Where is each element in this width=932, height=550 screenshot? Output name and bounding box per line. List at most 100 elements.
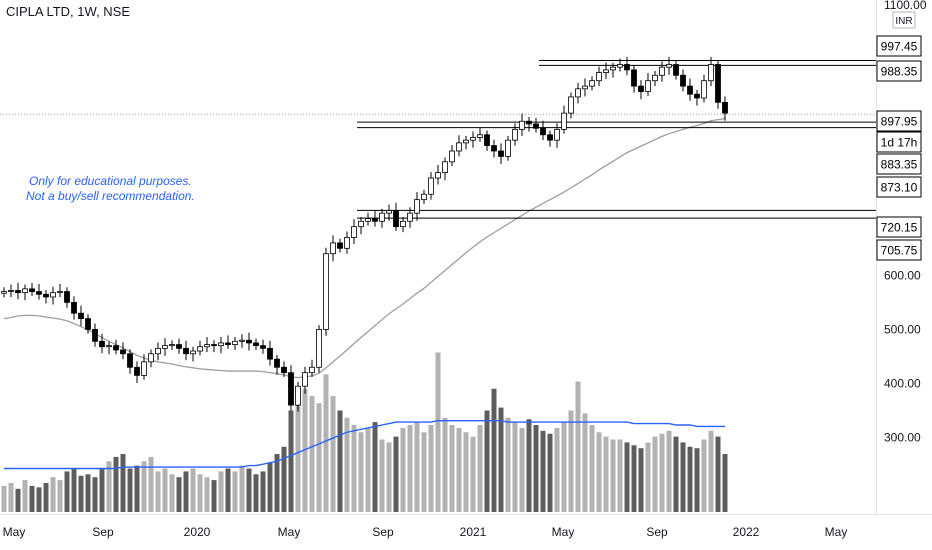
volume-bar <box>673 436 679 512</box>
candle-body <box>225 342 231 345</box>
candle-body <box>113 345 119 351</box>
y-tick-label: 500.00 <box>884 322 921 336</box>
volume-bar <box>547 433 553 512</box>
candle-body <box>169 344 175 347</box>
candle-body <box>645 80 651 92</box>
volume-bar <box>57 480 63 512</box>
volume-bar <box>708 430 714 512</box>
price-label: 883.35 <box>881 158 918 172</box>
candle-body <box>421 193 427 201</box>
candle-body <box>498 150 504 157</box>
volume-bar <box>575 381 581 512</box>
candle-body <box>526 120 532 125</box>
candle-body <box>8 290 14 292</box>
volume-bar <box>64 471 70 512</box>
volume-bar <box>176 477 182 512</box>
volume-bar <box>505 417 511 512</box>
price-label-box <box>876 110 922 132</box>
disclaimer-line-2: Not a buy/sell recommendation. <box>26 189 195 203</box>
volume-bar <box>407 425 413 512</box>
candle-body <box>358 220 364 228</box>
disclaimer-line-1: Only for educational purposes. <box>28 174 192 188</box>
candle-body <box>449 150 455 163</box>
volume-bar <box>624 442 630 512</box>
candle-body <box>64 291 70 303</box>
level-lines <box>0 59 876 219</box>
volume-bar <box>645 442 651 512</box>
volume-bar <box>659 433 665 512</box>
volume-bar <box>71 468 77 512</box>
x-tick-label: 2021 <box>460 525 487 539</box>
volume-bar <box>1 485 7 512</box>
candle-body <box>512 128 518 141</box>
candle-body <box>337 242 343 249</box>
candle-body <box>295 385 301 406</box>
moving-average-pane <box>3 117 726 379</box>
volume-bar <box>351 425 357 512</box>
candle-body <box>260 345 266 349</box>
volume-bar <box>470 436 476 512</box>
candle-body <box>197 346 203 352</box>
volume-bar <box>463 432 469 512</box>
candle-body <box>575 88 581 98</box>
candle-body <box>533 123 539 129</box>
candle-body <box>232 340 238 345</box>
candle-body <box>666 64 672 68</box>
candle-body <box>568 96 574 114</box>
volume-bar <box>253 474 259 512</box>
volume-bar <box>680 442 686 512</box>
candle-body <box>435 172 441 179</box>
candle-body <box>218 342 224 347</box>
price-label: 720.15 <box>881 221 918 235</box>
volume-bar <box>15 488 21 512</box>
volume-bar <box>701 439 707 512</box>
candle-body <box>43 293 49 298</box>
candle-body <box>1 291 7 294</box>
candle-body <box>302 372 308 387</box>
volume-bar <box>113 456 119 512</box>
candle-body <box>547 134 553 141</box>
volume-bar <box>379 439 385 512</box>
candle-body <box>92 329 98 342</box>
volume-bar <box>554 427 560 512</box>
volume-bar <box>337 410 343 512</box>
volume-bar <box>134 465 140 512</box>
candle-body <box>50 292 56 298</box>
volume-bar <box>456 427 462 512</box>
price-label: 705.75 <box>881 244 918 258</box>
candle-body <box>540 127 546 136</box>
volume-bar <box>323 374 329 512</box>
candle-body <box>15 290 21 294</box>
volume-bar <box>421 432 427 512</box>
x-tick-label: May <box>825 525 848 539</box>
candle-body <box>561 112 567 130</box>
candle-body <box>148 353 154 363</box>
volume-pane <box>1 352 728 512</box>
volume-bar <box>638 448 644 512</box>
volume-bar <box>29 485 35 512</box>
volume-bar <box>309 396 315 512</box>
price-label-box <box>876 153 922 175</box>
volume-bar <box>78 475 84 512</box>
volume-bar <box>120 454 126 512</box>
candle-body <box>183 347 189 355</box>
candle-body <box>596 72 602 82</box>
volume-bar <box>232 471 238 512</box>
candle-body <box>708 64 714 82</box>
candle-body <box>470 137 476 141</box>
candle-body <box>659 66 665 76</box>
candle-body <box>680 74 686 87</box>
volume-bar <box>589 425 595 512</box>
volume-bar <box>267 462 273 512</box>
volume-bar <box>260 471 266 512</box>
candle-body <box>267 347 273 360</box>
volume-bar <box>477 425 483 512</box>
volume-bar <box>85 474 91 512</box>
volume-bar <box>666 430 672 512</box>
volume-bar <box>617 439 623 512</box>
volume-bar <box>652 436 658 512</box>
candle-body <box>365 218 371 222</box>
candle-body <box>281 366 287 374</box>
candle-body <box>78 312 84 320</box>
